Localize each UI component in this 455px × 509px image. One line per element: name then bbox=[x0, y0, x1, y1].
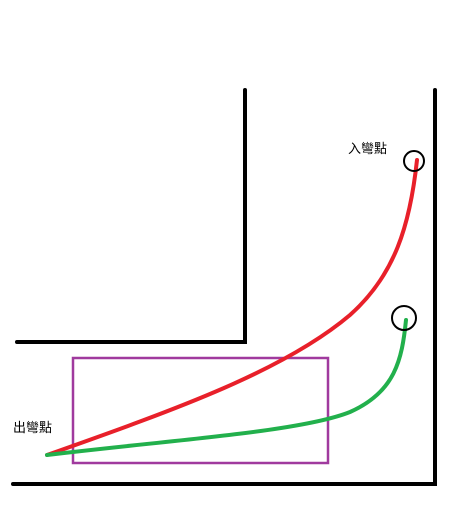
exit-point-label: 出彎點 bbox=[13, 421, 53, 436]
red-racing-line bbox=[45, 158, 419, 457]
green-racing-line bbox=[45, 318, 408, 457]
inner-corner-wall bbox=[15, 88, 247, 344]
entry-marker-red bbox=[403, 150, 425, 172]
entry-point-label: 入彎點 bbox=[348, 142, 388, 157]
entry-marker-green bbox=[391, 305, 417, 331]
outer-corner-wall bbox=[11, 88, 437, 486]
exit-zone-box bbox=[71, 356, 330, 465]
